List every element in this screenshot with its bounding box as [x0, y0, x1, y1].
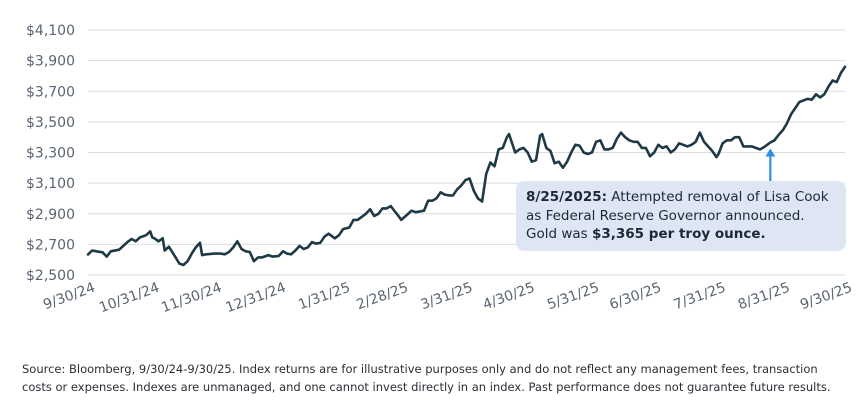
y-tick-label: $3,700	[26, 84, 75, 100]
x-tick-label: 10/31/24	[97, 280, 162, 317]
x-tick-label: 4/30/25	[481, 280, 537, 313]
footnote-line-1: Source: Bloomberg, 9/30/24-9/30/25. Inde…	[22, 362, 818, 376]
y-tick-label: $3,100	[26, 176, 75, 192]
y-axis-tick-labels: $2,500 $2,700 $2,900 $3,100 $3,300 $3,500 $3,7…	[26, 23, 75, 284]
footnote-line-2: costs or expenses. Indexes are unmanaged…	[22, 380, 831, 394]
gold-price-line	[86, 65, 847, 267]
callout-line-1: 8/25/2025: Attempted removal of Lisa Coo…	[526, 188, 836, 207]
y-tick-label: $2,500	[26, 268, 75, 284]
gold-price-chart: $2,500 $2,700 $2,900 $3,100 $3,300 $3,500 $3,7…	[26, 23, 854, 317]
callout-date: 8/25/2025:	[526, 189, 608, 205]
callout-line-3: Gold was $3,365 per troy ounce.	[526, 225, 836, 244]
x-tick-label: 9/30/24	[41, 280, 97, 314]
y-tick-label: $4,100	[26, 23, 75, 39]
source-footnote: Source: Bloomberg, 9/30/24-9/30/25. Inde…	[22, 360, 852, 396]
gridlines	[88, 29, 845, 276]
callout-text-1: Attempted removal of Lisa Cook	[607, 189, 829, 205]
y-tick-label: $3,900	[26, 54, 75, 70]
x-tick-label: 2/28/25	[354, 280, 410, 313]
callout-text-3: Gold was	[526, 226, 592, 242]
x-tick-label: 1/31/25	[296, 280, 352, 313]
x-tick-label: 3/31/25	[419, 280, 475, 313]
annotation-callout: 8/25/2025: Attempted removal of Lisa Coo…	[516, 181, 846, 251]
y-tick-label: $3,500	[26, 115, 75, 131]
callout-price: $3,365 per troy ounce.	[591, 226, 766, 242]
annotation-arrow-head	[765, 148, 776, 157]
x-tick-label: 8/31/25	[736, 280, 792, 313]
x-tick-label: 12/31/24	[224, 280, 289, 317]
y-tick-label: $2,900	[26, 207, 75, 223]
x-tick-label: 11/30/24	[159, 280, 224, 317]
annotation-arrow	[765, 148, 776, 181]
x-tick-label: 9/30/25	[798, 280, 854, 313]
x-tick-label: 5/31/25	[545, 280, 601, 313]
y-tick-label: $3,300	[26, 146, 75, 162]
y-tick-label: $2,700	[26, 237, 75, 253]
callout-line-2: as Federal Reserve Governor announced.	[526, 207, 805, 224]
x-tick-label: 6/30/25	[607, 280, 663, 313]
x-tick-label: 7/31/25	[672, 280, 728, 313]
